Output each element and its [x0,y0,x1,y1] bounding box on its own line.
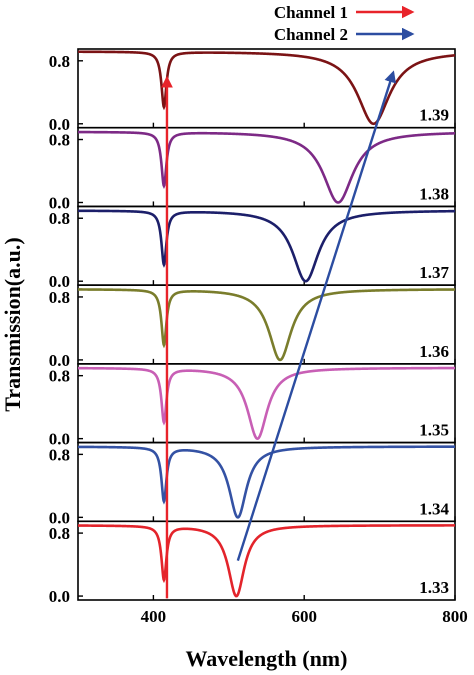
legend: Channel 1 Channel 2 [274,3,415,44]
series-line [78,366,455,440]
series-line [78,524,455,598]
series-line [77,288,455,362]
panel-1.33: 0.0 0.8 1.33 [49,520,456,606]
y-tick-label: 0.8 [49,524,70,543]
panel-frame [77,48,456,129]
panel-label: 1.34 [419,499,449,518]
panel-frame [77,520,456,601]
y-tick-label: 0.8 [49,131,70,150]
y-tick-label: 0.8 [49,445,70,464]
y-tick-label: 0.0 [49,272,70,291]
y-tick-label: 0.0 [49,587,70,606]
panel-frame [77,126,456,208]
y-tick-label: 0.8 [49,367,70,386]
y-tick-label: 0.0 [49,351,70,370]
legend-label: Channel 2 [274,25,348,44]
panel-label: 1.39 [419,106,449,125]
panel-label: 1.33 [419,578,449,597]
y-tick-label: 0.8 [49,209,70,228]
channel-arrows [160,70,396,599]
x-axis: 400 600 800 [141,607,468,626]
panel-1.35: 0.0 0.8 1.35 [49,363,456,449]
x-tick-label: 800 [442,607,468,626]
panel-label: 1.37 [419,263,449,282]
y-tick-label: 0.8 [49,52,70,71]
y-tick-label: 0.0 [49,193,70,212]
y-tick-label: 0.0 [49,115,70,134]
stacked-panels: 0.00.81.390.00.81.380.00.81.370.00.81.36… [49,48,456,606]
series-line [78,50,456,126]
panel-frame [77,205,456,286]
y-tick-label: 0.0 [49,508,70,527]
y-tick-label: 0.8 [49,288,70,307]
series-line [78,209,455,283]
panel-frame [77,363,456,444]
legend-label: Channel 1 [274,3,348,22]
panel-label: 1.38 [419,184,449,203]
channel-arrow [236,70,396,562]
y-tick-label: 0.0 [49,430,70,449]
panel-label: 1.35 [419,421,449,440]
series-line [78,130,456,204]
x-tick-label: 600 [291,607,317,626]
series-line [78,445,455,519]
panel-1.37: 0.0 0.8 1.37 [49,205,456,291]
y-axis-title: Transmission(a.u.) [0,237,25,411]
panel-1.36: 0.0 0.8 1.36 [49,284,456,370]
panel-1.38: 0.0 0.8 1.38 [49,126,456,212]
panel-label: 1.36 [419,342,449,361]
panel-1.39: 0.0 0.8 1.39 [49,48,456,134]
x-tick-label: 400 [141,607,167,626]
x-axis-title: Wavelength (nm) [186,646,348,671]
